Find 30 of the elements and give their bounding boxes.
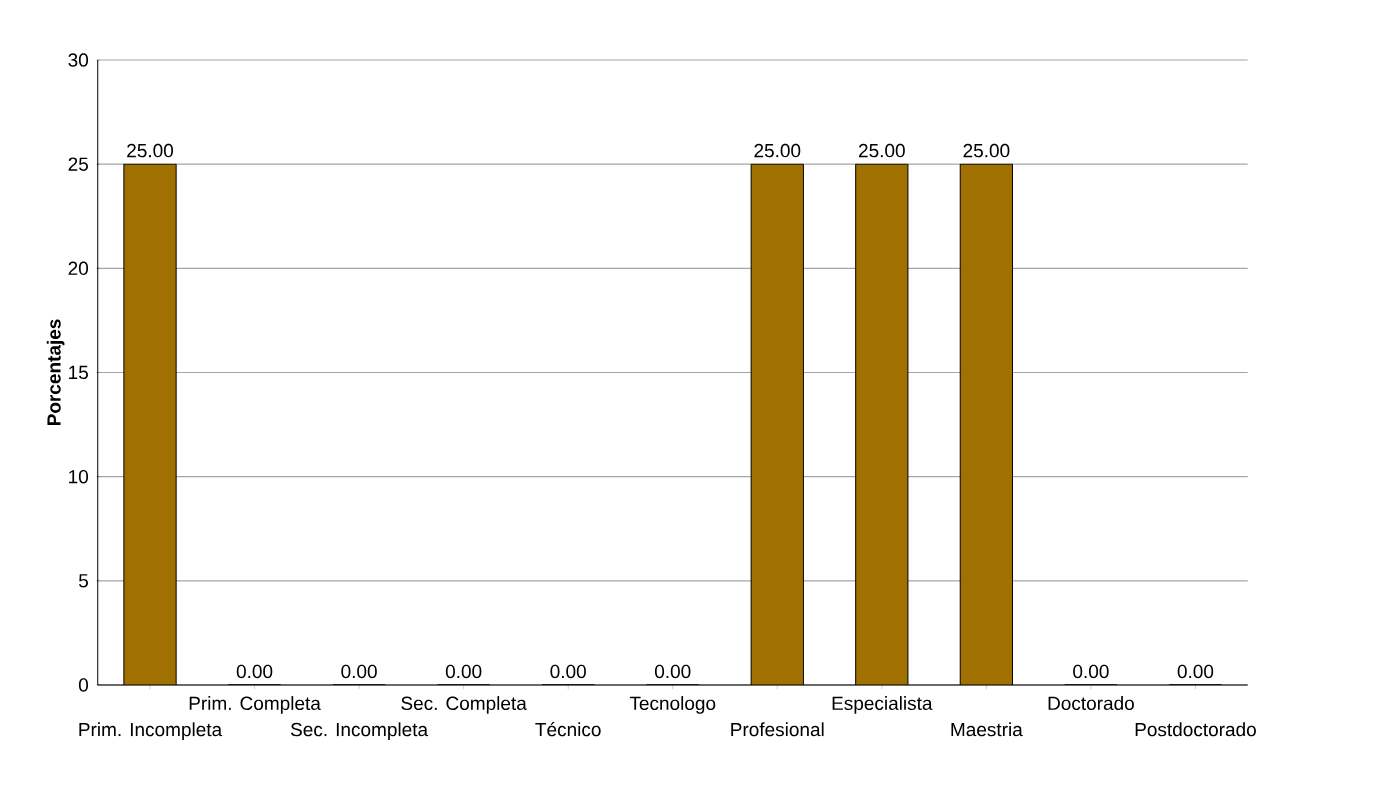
x-tick-label: Sec. Incompleta	[290, 722, 429, 741]
x-tick-label: Postdoctorado	[1135, 722, 1256, 737]
x-tick-label: Tecnologo	[629, 696, 716, 714]
data-label: 0.00	[1073, 664, 1109, 679]
x-tick-label: Prim. Incompleta	[79, 722, 223, 741]
x-tick-label: Doctorado	[1048, 696, 1134, 711]
x-tick-label: Maestria	[951, 722, 1023, 737]
data-label: 0.00	[445, 664, 482, 679]
y-tick-label: 15	[69, 365, 88, 380]
data-label: 0.00	[654, 664, 691, 679]
y-tick-label: 20	[68, 261, 89, 276]
x-tick-label: Profesional	[731, 722, 824, 737]
x-tick-label: Especialista	[832, 696, 933, 714]
y-tick-label: 25	[68, 157, 88, 171]
data-label: 25.00	[127, 143, 174, 158]
data-label: 25.00	[963, 143, 1010, 158]
data-label: 0.00	[341, 664, 377, 679]
y-tick-label: 10	[69, 469, 89, 484]
x-tick-label: Prim. Completa	[189, 696, 321, 714]
data-label: 25.00	[754, 143, 801, 158]
y-tick-label: 30	[68, 53, 89, 67]
x-tick-label: Sec. Completa	[401, 696, 527, 714]
x-tick-label: Técnico	[535, 722, 601, 737]
data-label: 0.00	[550, 664, 586, 679]
y-tick-label: 5	[78, 574, 88, 588]
data-label: 25.00	[859, 143, 905, 158]
data-label: 0.00	[236, 664, 273, 679]
data-label: 0.00	[1177, 664, 1214, 679]
y-axis-title: Porcentajes	[46, 319, 65, 426]
y-tick-label: 0	[78, 678, 89, 692]
